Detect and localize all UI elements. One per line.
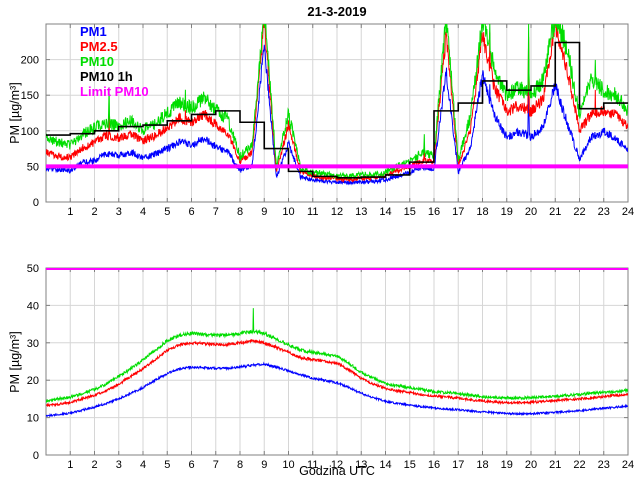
- legend-item-pm10-1h: PM10 1h: [80, 69, 133, 84]
- svg-text:2: 2: [91, 459, 97, 471]
- svg-text:5: 5: [164, 459, 170, 471]
- svg-text:12: 12: [331, 206, 343, 218]
- svg-text:4: 4: [140, 459, 146, 471]
- svg-text:18: 18: [476, 206, 488, 218]
- svg-text:11: 11: [307, 459, 318, 471]
- svg-text:10: 10: [282, 459, 294, 471]
- svg-text:14: 14: [379, 206, 391, 218]
- svg-text:16: 16: [428, 459, 440, 471]
- svg-text:40: 40: [27, 300, 39, 312]
- svg-text:13: 13: [355, 459, 367, 471]
- svg-text:150: 150: [21, 90, 39, 102]
- svg-text:6: 6: [188, 206, 194, 218]
- svg-text:18: 18: [476, 459, 488, 471]
- svg-text:22: 22: [573, 206, 585, 218]
- svg-text:19: 19: [501, 206, 513, 218]
- svg-text:20: 20: [525, 206, 537, 218]
- svg-text:10: 10: [282, 206, 294, 218]
- x-axis-label: Godzina UTC: [299, 464, 375, 478]
- svg-text:200: 200: [21, 55, 39, 67]
- svg-text:17: 17: [452, 459, 464, 471]
- svg-text:22: 22: [573, 459, 585, 471]
- svg-text:8: 8: [237, 459, 243, 471]
- svg-text:50: 50: [27, 161, 39, 173]
- svg-text:6: 6: [188, 459, 194, 471]
- svg-text:4: 4: [140, 206, 146, 218]
- svg-text:7: 7: [213, 206, 219, 218]
- svg-text:2: 2: [91, 206, 97, 218]
- svg-text:12: 12: [331, 459, 343, 471]
- svg-text:13: 13: [355, 206, 367, 218]
- svg-text:0: 0: [33, 197, 39, 209]
- svg-text:23: 23: [598, 206, 610, 218]
- svg-text:19: 19: [501, 459, 513, 471]
- svg-text:9: 9: [261, 459, 267, 471]
- legend-item-pm10: PM10: [80, 54, 114, 69]
- svg-text:21: 21: [549, 206, 561, 218]
- svg-text:3: 3: [116, 206, 122, 218]
- svg-text:16: 16: [428, 206, 440, 218]
- svg-text:20: 20: [27, 375, 39, 387]
- svg-text:14: 14: [379, 459, 391, 471]
- svg-text:15: 15: [404, 206, 416, 218]
- svg-text:23: 23: [598, 459, 610, 471]
- svg-text:24: 24: [622, 206, 634, 218]
- svg-text:50: 50: [27, 263, 39, 275]
- svg-text:17: 17: [452, 206, 464, 218]
- svg-text:100: 100: [21, 126, 39, 138]
- svg-text:10: 10: [27, 413, 39, 425]
- svg-text:7: 7: [213, 459, 219, 471]
- chart-title: 21-3-2019: [307, 4, 367, 19]
- svg-text:5: 5: [164, 206, 170, 218]
- svg-text:8: 8: [237, 206, 243, 218]
- svg-text:1: 1: [67, 206, 73, 218]
- svg-text:1: 1: [67, 459, 73, 471]
- legend-item-limit-pm10: Limit PM10: [80, 84, 149, 99]
- svg-text:15: 15: [404, 459, 416, 471]
- legend-item-pm1: PM1: [80, 24, 107, 39]
- svg-text:0: 0: [33, 450, 39, 462]
- legend: PM1 PM2.5 PM10 PM10 1h Limit PM10: [80, 24, 149, 99]
- svg-text:21: 21: [549, 459, 561, 471]
- svg-text:3: 3: [116, 459, 122, 471]
- svg-text:11: 11: [307, 206, 318, 218]
- legend-item-pm2-5: PM2.5: [80, 39, 118, 54]
- svg-text:30: 30: [27, 338, 39, 350]
- svg-text:20: 20: [525, 459, 537, 471]
- svg-text:9: 9: [261, 206, 267, 218]
- svg-text:24: 24: [622, 459, 634, 471]
